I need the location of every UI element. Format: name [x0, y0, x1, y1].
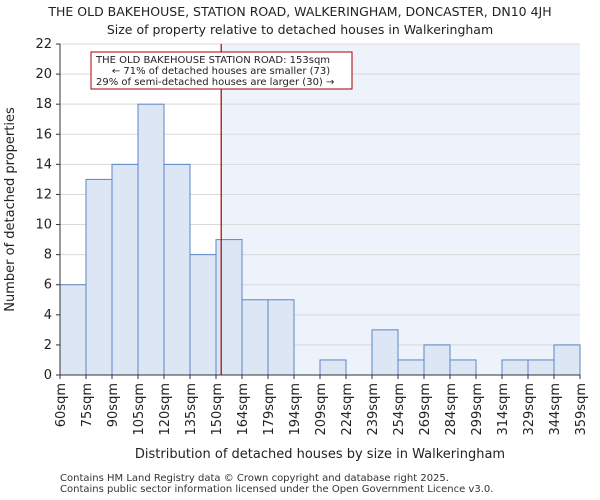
bar-105sqm	[137, 103, 165, 376]
y-tick-label: 6	[44, 278, 52, 293]
y-tick-label: 0	[44, 368, 52, 383]
bar-254sqm	[397, 359, 425, 376]
y-tick-label: 2	[44, 338, 52, 353]
annotation-line-3: 29% of semi-detached houses are larger (…	[96, 77, 334, 88]
x-tick-label: 120sqm	[158, 383, 173, 436]
x-tick-label: 344sqm	[548, 383, 563, 436]
x-tick-label: 239sqm	[366, 383, 381, 436]
x-tick-label: 314sqm	[496, 383, 511, 436]
x-tick-label: 254sqm	[392, 383, 407, 436]
annotation-box	[90, 51, 353, 90]
x-tick-label: 329sqm	[522, 383, 537, 436]
bar-269sqm	[423, 344, 451, 376]
footer-licence: Contains public sector information licen…	[60, 484, 494, 495]
y-tick-label: 20	[35, 67, 52, 82]
bar-344sqm	[553, 344, 581, 376]
x-axis-label: Distribution of detached houses by size …	[135, 447, 505, 462]
chart-title: THE OLD BAKEHOUSE, STATION ROAD, WALKERI…	[48, 4, 552, 19]
annotation-line-1: THE OLD BAKEHOUSE STATION ROAD: 153sqm	[95, 55, 330, 66]
y-tick-label: 10	[35, 218, 52, 233]
annotation-line-2: ← 71% of detached houses are smaller (73…	[112, 66, 330, 77]
bar-284sqm	[449, 359, 477, 376]
x-tick-label: 60sqm	[54, 383, 69, 427]
x-tick-label: 359sqm	[574, 383, 589, 436]
x-tick-label: 164sqm	[236, 383, 251, 436]
bar-239sqm	[371, 329, 399, 376]
y-tick-label: 8	[44, 248, 52, 263]
x-tick-label: 75sqm	[80, 383, 95, 427]
y-tick-label: 16	[35, 127, 52, 142]
bar-90sqm	[111, 163, 139, 376]
x-tick-label: 209sqm	[314, 383, 329, 436]
x-tick-label: 284sqm	[444, 383, 459, 436]
x-tick-label: 224sqm	[340, 383, 355, 436]
bar-150sqm	[215, 239, 243, 376]
y-tick-label: 14	[35, 157, 52, 172]
x-tick-label: 194sqm	[288, 383, 303, 436]
x-tick-label: 135sqm	[184, 383, 199, 436]
x-tick-label: 179sqm	[262, 383, 277, 436]
y-tick-label: 4	[44, 308, 52, 323]
bar-209sqm	[319, 359, 347, 376]
x-tick-label: 90sqm	[106, 383, 121, 427]
x-tick-label: 269sqm	[418, 383, 433, 436]
x-tick-label: 299sqm	[470, 383, 485, 436]
bar-329sqm	[527, 359, 555, 376]
bar-179sqm	[267, 299, 295, 376]
y-tick-label: 18	[35, 97, 52, 112]
bar-314sqm	[501, 359, 529, 376]
bar-120sqm	[163, 163, 191, 376]
x-tick-label: 150sqm	[210, 383, 225, 436]
bar-75sqm	[85, 178, 113, 376]
footer-copyright: Contains HM Land Registry data © Crown c…	[60, 473, 449, 484]
bar-135sqm	[189, 254, 217, 376]
y-tick-label: 12	[35, 187, 52, 202]
chart-subtitle: Size of property relative to detached ho…	[106, 22, 494, 37]
y-axis-label: Number of detached properties	[3, 107, 18, 312]
histogram-chart: 0 2 4 6 8 10 12 14 16 18 20 22 60sqm 75sqm 90sqm 105sqm…	[3, 37, 589, 462]
y-tick-label: 22	[35, 37, 52, 52]
x-tick-label: 105sqm	[132, 383, 147, 436]
bar-60sqm	[59, 284, 87, 376]
bar-164sqm	[241, 299, 269, 376]
